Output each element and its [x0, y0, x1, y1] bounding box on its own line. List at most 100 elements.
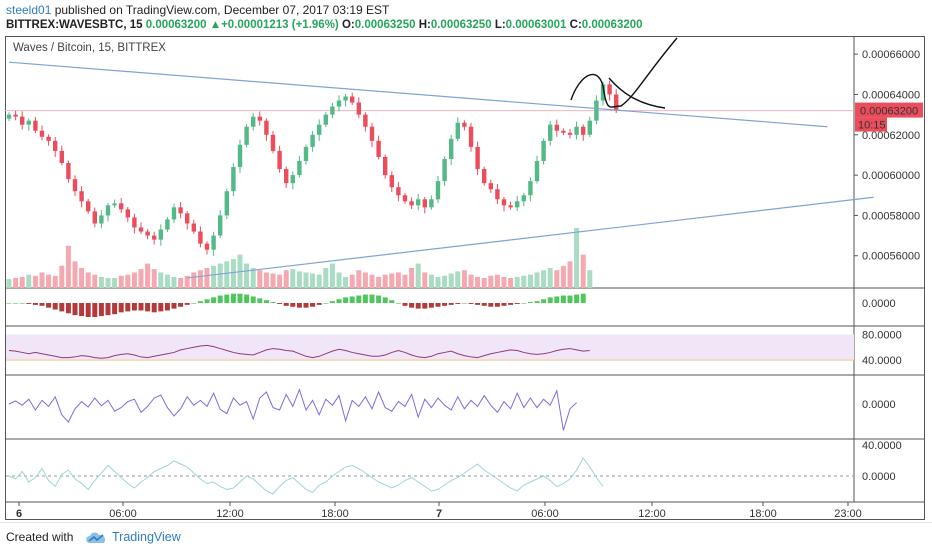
- volume-bar: [389, 273, 395, 288]
- chart-canvas[interactable]: Waves / Bitcoin, 15, BITTREX 0.00066000 0.…: [5, 36, 925, 520]
- candle-body: [435, 181, 441, 200]
- volume-bar: [501, 276, 507, 288]
- macd-bar: [508, 303, 514, 305]
- tradingview-brand[interactable]: TradingView: [112, 530, 181, 544]
- volume-bar: [481, 278, 487, 288]
- macd-bar: [409, 303, 415, 308]
- candle-body: [257, 116, 262, 121]
- volume-bar: [382, 274, 388, 288]
- volume-bar: [349, 274, 355, 288]
- macd-bar: [224, 294, 230, 303]
- candle-body: [284, 169, 289, 184]
- volume-bar: [6, 279, 12, 288]
- macd-bar: [217, 295, 223, 303]
- volume-bar: [184, 275, 190, 288]
- volume-bar: [580, 254, 586, 288]
- volume-bar: [455, 271, 461, 288]
- volume-bar: [191, 272, 197, 288]
- candle-body: [343, 96, 348, 101]
- volume-bar: [250, 268, 256, 288]
- volume-bar: [211, 265, 217, 288]
- candle-body: [310, 134, 315, 147]
- volume-bar: [138, 269, 144, 288]
- price-tick-label: 0.00060000: [862, 170, 920, 182]
- volume-bar: [303, 272, 309, 288]
- macd-bar: [481, 303, 487, 306]
- volume-bar: [316, 274, 322, 288]
- volume-bar: [283, 270, 289, 288]
- candle-body: [99, 215, 104, 224]
- chart-frame[interactable]: Waves / Bitcoin, 15, BITTREX 0.00066000 0.…: [5, 36, 925, 520]
- macd-bar: [389, 300, 395, 303]
- macd-bar: [323, 303, 329, 304]
- candle-body: [330, 106, 335, 115]
- macd-bar: [514, 303, 520, 304]
- macd-zero-label: 0.0000: [862, 298, 896, 310]
- macd-bar: [343, 297, 349, 303]
- macd-bar: [310, 303, 316, 307]
- candle-body: [105, 205, 111, 216]
- high-label: H:: [418, 19, 431, 31]
- candle-body: [185, 213, 190, 224]
- volume-bar: [79, 268, 85, 288]
- volume-bar: [72, 261, 78, 288]
- low-label: L:: [494, 19, 506, 31]
- price-change: +0.00001213 (+1.96%): [221, 19, 339, 31]
- candle-body: [204, 243, 210, 250]
- volume-bar: [131, 272, 137, 288]
- up-triangle-icon: ▲: [209, 19, 222, 31]
- time-tick-label: 06:00: [531, 508, 559, 520]
- high-value: 0.00063250: [430, 19, 492, 31]
- volume-bar: [164, 274, 170, 288]
- macd-bar: [296, 303, 302, 308]
- candle-body: [548, 124, 553, 141]
- volume-bar: [422, 272, 428, 288]
- macd-bar: [435, 303, 441, 307]
- volume-bar: [230, 259, 236, 288]
- candle-body: [79, 191, 84, 202]
- candle-body: [158, 229, 163, 240]
- candle-body: [574, 126, 579, 135]
- candle-body: [13, 114, 18, 117]
- volume-bar: [527, 274, 533, 288]
- volume-bar: [567, 261, 573, 288]
- macd-bar: [151, 303, 157, 313]
- candle-body: [488, 183, 493, 190]
- candle-body: [138, 227, 144, 232]
- volume-bar: [296, 271, 302, 288]
- open-label: O:: [341, 19, 355, 31]
- candle-body: [59, 150, 64, 164]
- author-link[interactable]: steeld01: [6, 3, 52, 17]
- candle-body: [72, 179, 78, 192]
- macd-bar: [560, 295, 566, 303]
- candle-body: [376, 140, 381, 157]
- macd-bar: [125, 303, 131, 312]
- time-tick-label: 18:00: [321, 508, 349, 520]
- volume-bar: [59, 265, 65, 288]
- volume-bar: [46, 274, 52, 288]
- macd-bar: [59, 303, 65, 312]
- macd-bar: [415, 303, 421, 309]
- candle-body: [290, 175, 295, 184]
- macd-bar: [138, 303, 144, 311]
- volume-bar: [587, 270, 593, 288]
- volume-bar: [13, 278, 19, 288]
- candle-body: [521, 195, 526, 202]
- volume-bar: [574, 228, 580, 288]
- volume-bar: [475, 276, 481, 288]
- macd-bar: [250, 296, 256, 303]
- macd-bar: [270, 302, 276, 303]
- macd-bar: [362, 294, 368, 303]
- candle-body: [607, 84, 612, 95]
- macd-bar: [6, 303, 12, 304]
- candle-body: [198, 231, 203, 244]
- volume-bar: [508, 278, 514, 288]
- macd-bar: [92, 303, 98, 317]
- candle-body: [39, 130, 45, 137]
- macd-bar: [184, 303, 190, 305]
- candle-body: [224, 191, 229, 216]
- price-tick-label: 0.00056000: [862, 251, 920, 263]
- candle-body: [86, 201, 91, 212]
- last-price: 0.00063200: [145, 19, 207, 31]
- candle-body: [409, 201, 414, 206]
